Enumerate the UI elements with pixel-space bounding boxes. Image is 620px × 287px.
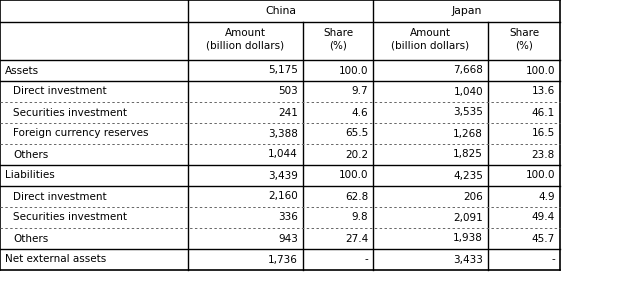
Text: Japan: Japan (451, 6, 482, 16)
Text: 5,175: 5,175 (268, 65, 298, 75)
Text: Amount: Amount (410, 28, 451, 38)
Text: 3,388: 3,388 (268, 129, 298, 139)
Text: 4.6: 4.6 (352, 108, 368, 117)
Text: 3,439: 3,439 (268, 170, 298, 181)
Text: -: - (365, 255, 368, 265)
Text: 20.2: 20.2 (345, 150, 368, 160)
Text: 62.8: 62.8 (345, 191, 368, 201)
Text: 3,535: 3,535 (453, 108, 483, 117)
Text: 336: 336 (278, 212, 298, 222)
Text: 23.8: 23.8 (532, 150, 555, 160)
Text: 100.0: 100.0 (339, 170, 368, 181)
Text: 7,668: 7,668 (453, 65, 483, 75)
Text: 943: 943 (278, 234, 298, 243)
Text: 9.7: 9.7 (352, 86, 368, 96)
Text: (billion dollars): (billion dollars) (391, 41, 469, 51)
Text: Others: Others (13, 150, 48, 160)
Text: Direct investment: Direct investment (13, 191, 107, 201)
Text: 1,938: 1,938 (453, 234, 483, 243)
Text: (billion dollars): (billion dollars) (206, 41, 285, 51)
Text: Net external assets: Net external assets (5, 255, 106, 265)
Text: (%): (%) (329, 41, 347, 51)
Text: 3,433: 3,433 (453, 255, 483, 265)
Text: 1,825: 1,825 (453, 150, 483, 160)
Text: 503: 503 (278, 86, 298, 96)
Text: Assets: Assets (5, 65, 39, 75)
Text: Direct investment: Direct investment (13, 86, 107, 96)
Text: Share: Share (323, 28, 353, 38)
Text: 1,040: 1,040 (453, 86, 483, 96)
Text: 100.0: 100.0 (526, 170, 555, 181)
Text: 1,736: 1,736 (268, 255, 298, 265)
Text: 206: 206 (463, 191, 483, 201)
Text: 46.1: 46.1 (532, 108, 555, 117)
Text: 45.7: 45.7 (532, 234, 555, 243)
Text: (%): (%) (515, 41, 533, 51)
Text: 9.8: 9.8 (352, 212, 368, 222)
Text: China: China (265, 6, 296, 16)
Text: 2,091: 2,091 (453, 212, 483, 222)
Text: Securities investment: Securities investment (13, 212, 127, 222)
Text: Securities investment: Securities investment (13, 108, 127, 117)
Text: Amount: Amount (225, 28, 266, 38)
Text: 2,160: 2,160 (268, 191, 298, 201)
Text: 4.9: 4.9 (538, 191, 555, 201)
Text: 49.4: 49.4 (532, 212, 555, 222)
Text: -: - (551, 255, 555, 265)
Text: 16.5: 16.5 (532, 129, 555, 139)
Text: 4,235: 4,235 (453, 170, 483, 181)
Text: 13.6: 13.6 (532, 86, 555, 96)
Text: Others: Others (13, 234, 48, 243)
Text: 27.4: 27.4 (345, 234, 368, 243)
Text: 241: 241 (278, 108, 298, 117)
Text: Foreign currency reserves: Foreign currency reserves (13, 129, 149, 139)
Text: 1,268: 1,268 (453, 129, 483, 139)
Text: Share: Share (509, 28, 539, 38)
Text: Liabilities: Liabilities (5, 170, 55, 181)
Text: 100.0: 100.0 (339, 65, 368, 75)
Text: 65.5: 65.5 (345, 129, 368, 139)
Text: 100.0: 100.0 (526, 65, 555, 75)
Text: 1,044: 1,044 (268, 150, 298, 160)
